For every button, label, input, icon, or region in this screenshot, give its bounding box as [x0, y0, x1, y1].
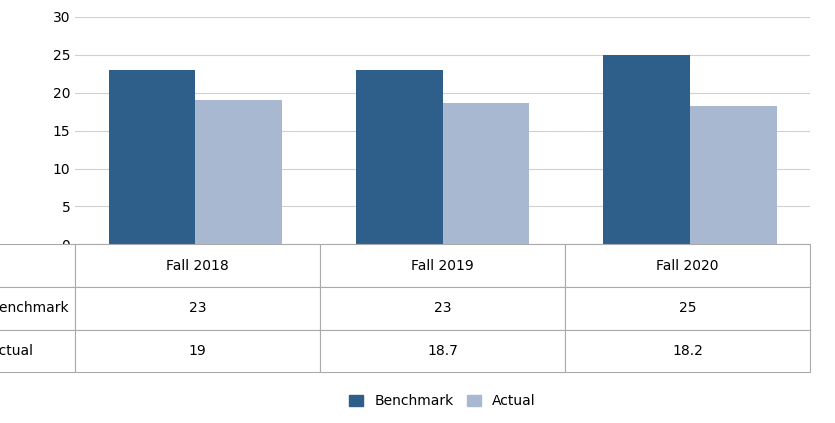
Bar	[604, 55, 690, 244]
Legend: Benchmark, Actual: Benchmark, Actual	[344, 389, 541, 414]
Bar	[195, 100, 281, 244]
Bar	[690, 106, 777, 244]
Bar	[443, 102, 529, 244]
Bar	[356, 70, 443, 244]
Bar	[109, 70, 195, 244]
